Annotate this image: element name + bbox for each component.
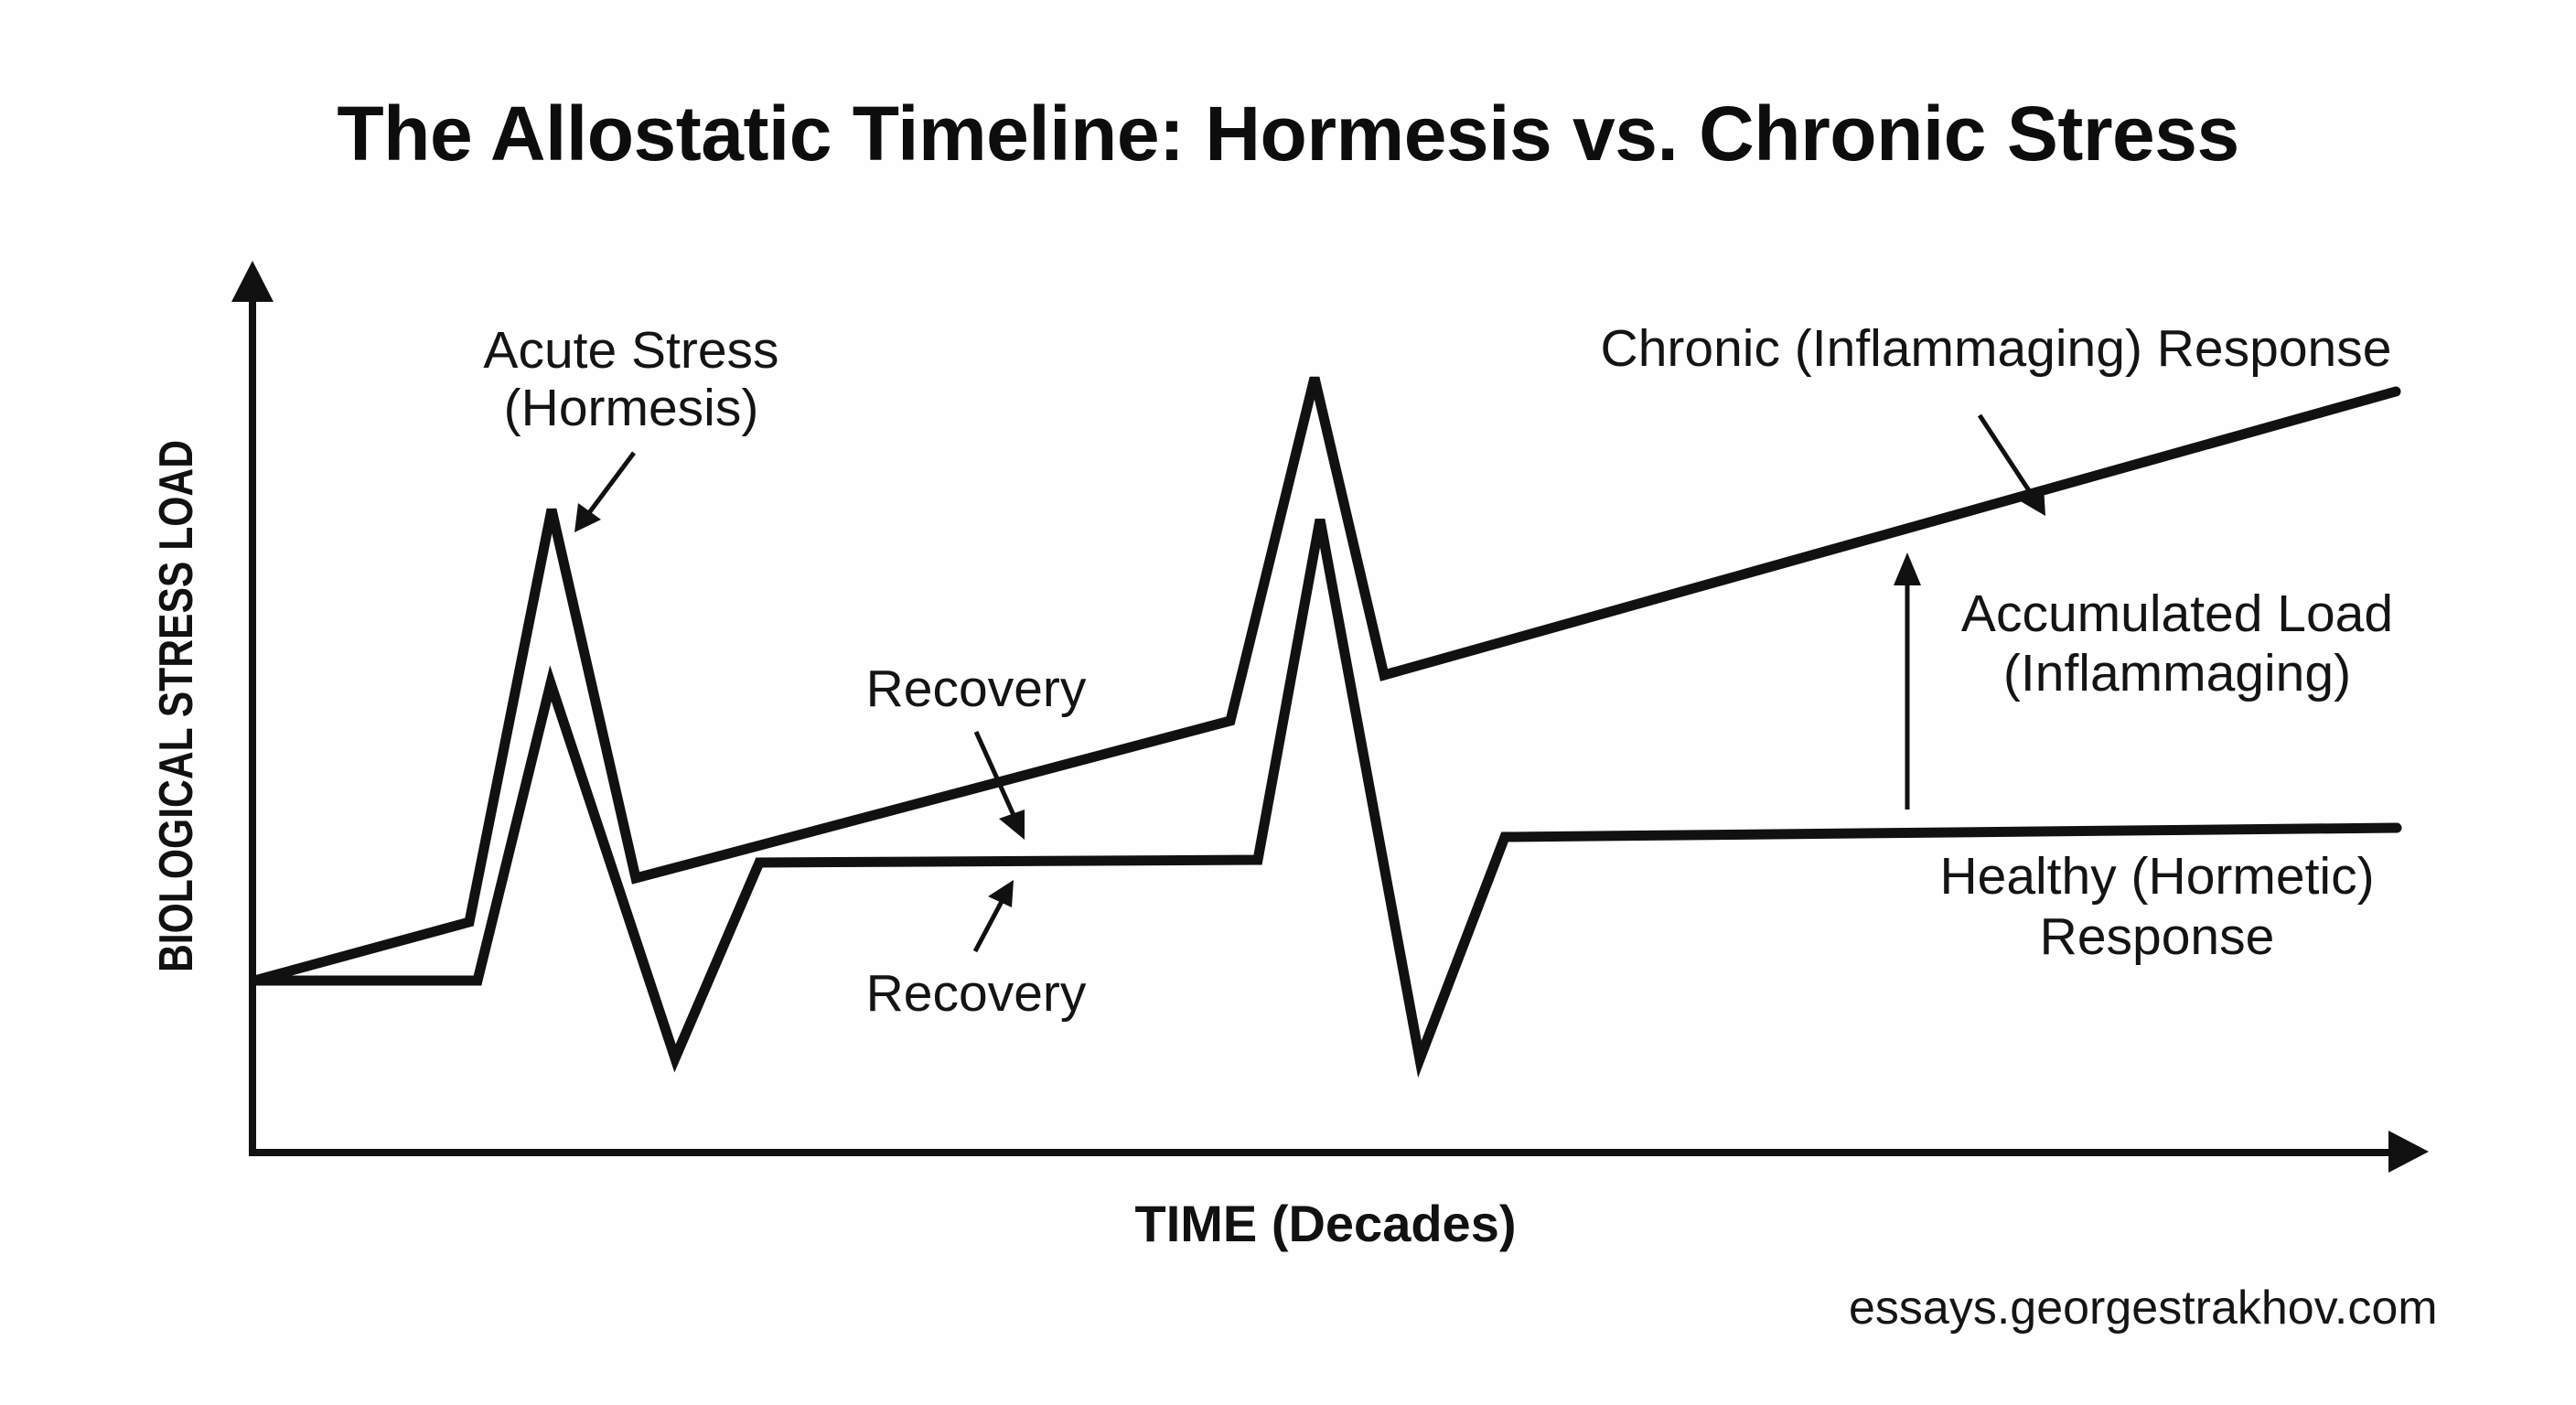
- x-axis-label: TIME (Decades): [1134, 1195, 1517, 1252]
- chronic-response-line: [249, 376, 2401, 986]
- hormesis-label: (Hormesis): [504, 379, 759, 437]
- healthy-response-label-2: Response: [2040, 907, 2275, 966]
- y-axis-arrow-icon: [231, 261, 274, 302]
- acute-stress-label: Acute Stress: [483, 321, 778, 380]
- recovery-lower-arrow: [972, 880, 1014, 953]
- x-axis: [249, 1131, 2429, 1173]
- watermark: essays.georgestrakhov.com: [1849, 1282, 2438, 1335]
- y-axis-label: BIOLOGICAL STRESS LOAD: [150, 440, 203, 972]
- arrowhead-icon: [1894, 552, 1921, 585]
- chart-title: The Allostatic Timeline: Hormesis vs. Ch…: [337, 91, 2239, 177]
- x-axis-arrow-icon: [2388, 1131, 2429, 1173]
- arrowhead-icon: [988, 880, 1014, 907]
- y-axis: [231, 261, 274, 1154]
- arrowhead-icon: [2019, 486, 2045, 516]
- accumulated-load-arrow: [1894, 552, 1921, 810]
- arrowhead-icon: [999, 810, 1025, 840]
- arrowhead-icon: [574, 503, 601, 532]
- recovery-lower-label: Recovery: [866, 964, 1087, 1023]
- healthy-response-line: [249, 519, 2402, 1078]
- accumulated-load-label: Accumulated Load: [1961, 585, 2393, 643]
- acute-arrow: [574, 451, 637, 532]
- recovery-upper-arrow: [973, 730, 1025, 840]
- inflammaging-label: (Inflammaging): [2003, 644, 2351, 702]
- recovery-upper-label: Recovery: [866, 660, 1087, 718]
- healthy-response-label: Healthy (Hormetic): [1939, 847, 2374, 906]
- chronic-label-arrow: [1977, 413, 2045, 516]
- chronic-response-label: Chronic (Inflammaging) Response: [1601, 319, 2392, 378]
